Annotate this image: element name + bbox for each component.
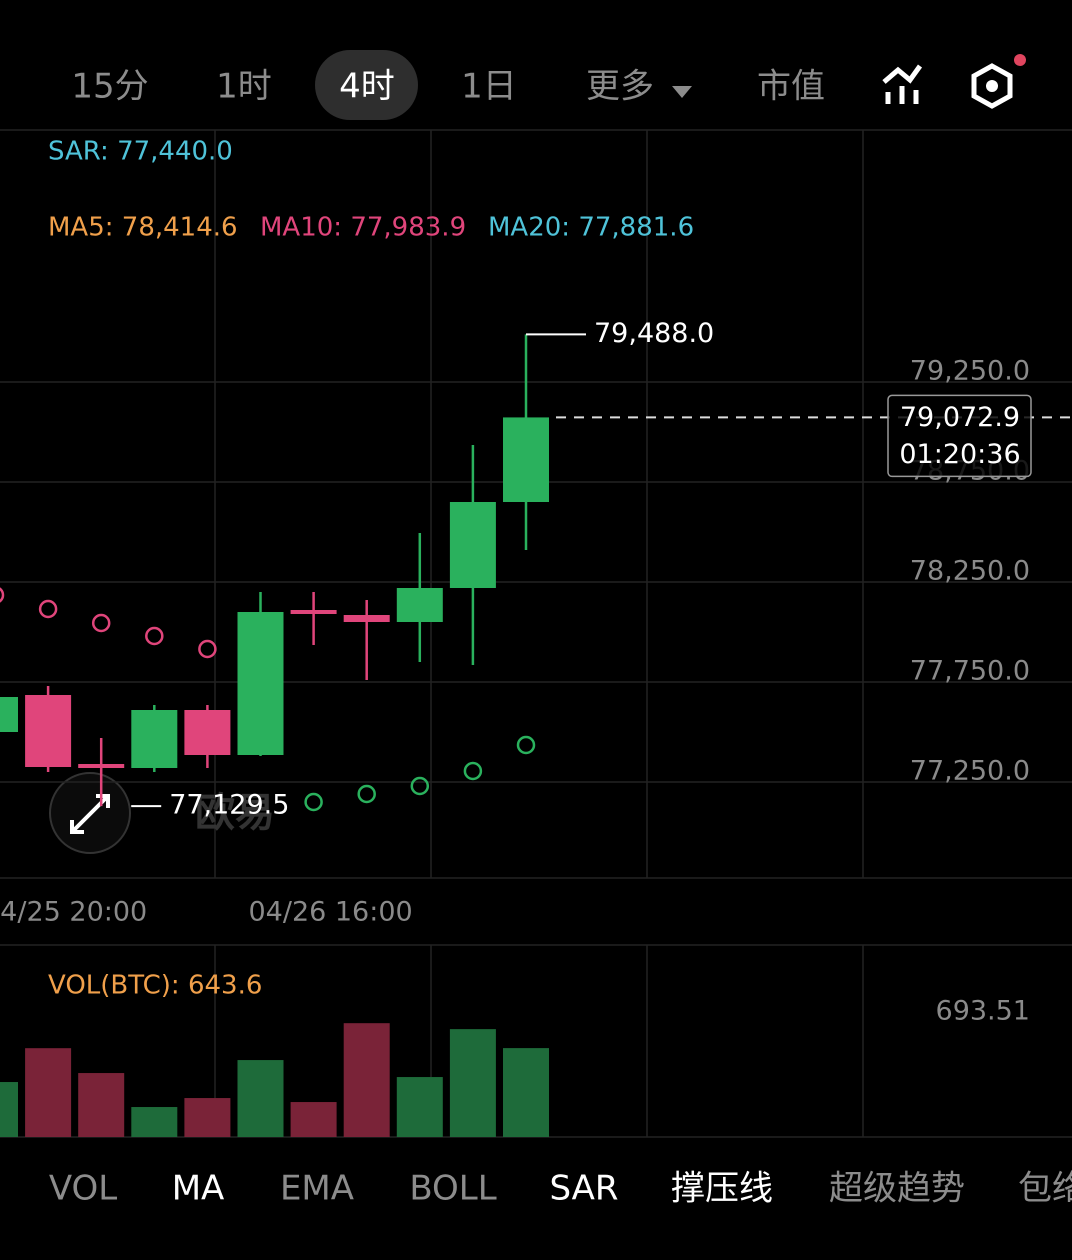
top-tab[interactable]: 1时 xyxy=(216,67,272,107)
volume-bar xyxy=(131,1107,178,1137)
indicator-legend: MA10: 77,983.9 xyxy=(260,213,466,243)
countdown: 01:20:36 xyxy=(899,439,1020,470)
dropdown-arrow xyxy=(672,86,692,98)
volume-bar xyxy=(449,1029,496,1137)
last-price-label: 79,072.9 xyxy=(900,402,1020,433)
y-tick-label: 78,250.0 xyxy=(910,556,1030,587)
y-tick-label: 77,750.0 xyxy=(910,656,1030,687)
top-tab[interactable]: 市值 xyxy=(757,67,825,107)
top-tab[interactable]: 15分 xyxy=(71,67,148,107)
candle-body xyxy=(290,610,337,614)
top-tab[interactable]: 更多 xyxy=(586,67,654,107)
indicator-legend: MA5: 78,414.6 xyxy=(48,213,238,243)
y-tick-label: 77,250.0 xyxy=(910,756,1030,787)
watermark: 欧易 xyxy=(195,790,275,836)
indicator-tab[interactable]: 包络线 xyxy=(1018,1169,1072,1209)
sar-dot xyxy=(91,613,111,633)
volume-bar xyxy=(396,1077,443,1137)
sar-dot xyxy=(145,626,164,646)
candle-body xyxy=(184,710,231,755)
volume-bar xyxy=(237,1060,284,1137)
candle-body xyxy=(503,417,549,502)
indicator-tab[interactable]: 撑压线 xyxy=(671,1169,773,1209)
settings-icon[interactable] xyxy=(971,54,1026,109)
candle-body xyxy=(78,764,125,768)
sar-dot xyxy=(463,761,483,781)
indicator-tab[interactable]: BOLL xyxy=(409,1169,496,1209)
indicator-tab[interactable]: MA xyxy=(172,1169,225,1209)
candle-body xyxy=(343,615,390,622)
volume-bar xyxy=(290,1102,337,1137)
volume-bar xyxy=(343,1023,390,1137)
x-tick-label: 04/25 20:00 xyxy=(0,897,147,928)
indicator-legend: MA20: 77,881.6 xyxy=(488,213,694,243)
candle-body xyxy=(449,502,496,588)
top-tab[interactable]: 1日 xyxy=(461,67,517,107)
candle-body xyxy=(131,710,178,768)
sar-dot xyxy=(198,639,217,659)
volume-bar xyxy=(0,1082,18,1137)
sar-dot xyxy=(304,792,323,812)
candle-body xyxy=(237,612,284,755)
indicator-tab[interactable]: EMA xyxy=(280,1169,354,1209)
sar-dot xyxy=(516,735,536,755)
min-label: 77,129.5 xyxy=(169,790,289,821)
volume-bar xyxy=(184,1098,231,1137)
sar-dot xyxy=(38,599,58,619)
indicator-tab[interactable]: SAR xyxy=(549,1169,618,1209)
volume-title: VOL(BTC): 643.6 xyxy=(48,971,262,1001)
candle-body xyxy=(0,697,18,732)
candle-body xyxy=(25,695,72,767)
candle-body xyxy=(396,588,443,622)
volume-bar xyxy=(78,1073,125,1137)
max-label: 79,488.0 xyxy=(594,318,714,349)
top-tab[interactable]: 4时 xyxy=(339,67,395,107)
volume-bar xyxy=(503,1048,549,1137)
selected-tab-pill xyxy=(315,50,418,120)
grid-frame xyxy=(0,129,1072,1138)
y-tick-label: 79,250.0 xyxy=(910,356,1030,387)
x-tick-label: 04/26 16:00 xyxy=(248,897,412,928)
sar-dot xyxy=(357,784,376,804)
chart-style-icon[interactable] xyxy=(882,64,923,104)
indicator-tab[interactable]: VOL xyxy=(49,1169,117,1209)
sar-dot xyxy=(410,776,430,796)
sar-dot xyxy=(0,587,5,603)
indicator-tab[interactable]: 超级趋势 xyxy=(829,1169,965,1209)
expand-button[interactable] xyxy=(49,772,131,854)
volume-bar xyxy=(25,1048,72,1137)
volume-max-label: 693.51 xyxy=(936,996,1030,1027)
price-box xyxy=(887,394,1032,478)
indicator-legend: SAR: 77,440.0 xyxy=(48,137,233,167)
